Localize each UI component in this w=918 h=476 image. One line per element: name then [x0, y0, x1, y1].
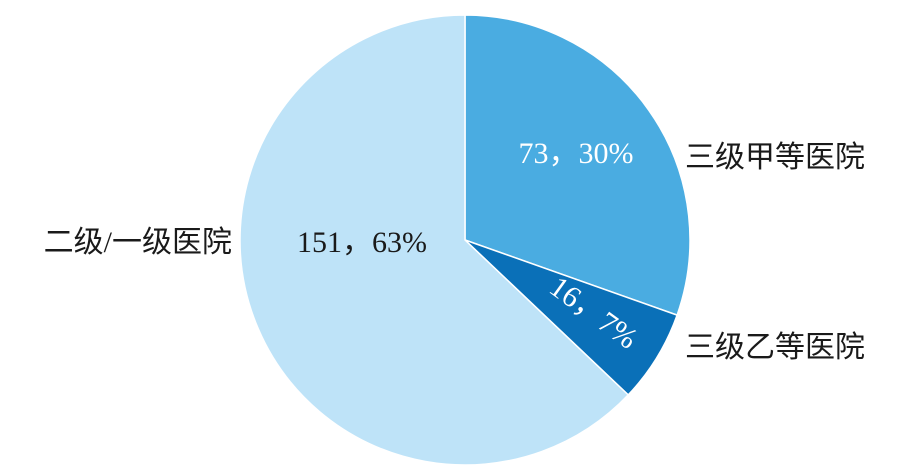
category-label: 三级甲等医院	[685, 141, 865, 174]
category-label: 三级乙等医院	[685, 331, 865, 364]
pie-slice	[464, 14, 691, 317]
pie-slice	[239, 14, 630, 466]
category-label: 二级/一级医院	[44, 226, 232, 259]
value-label: 151，63%	[297, 226, 427, 259]
value-label: 73，30%	[519, 137, 634, 170]
